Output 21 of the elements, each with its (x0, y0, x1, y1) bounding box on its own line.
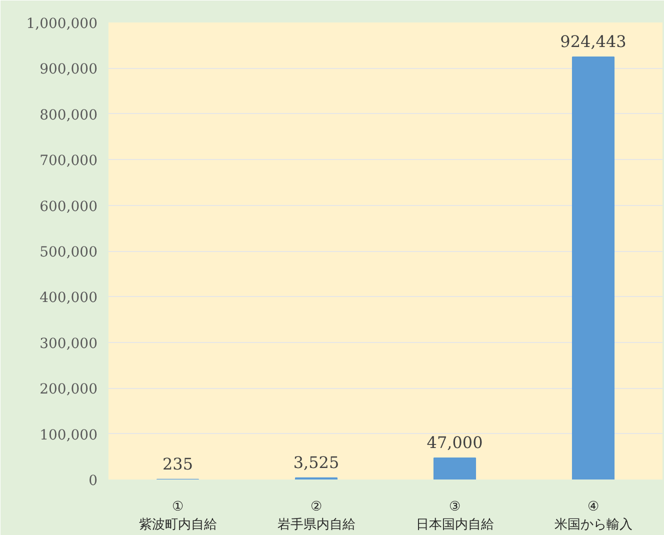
y-tick-label: 500,000 (40, 244, 98, 260)
bar (433, 458, 476, 480)
data-label: 47,000 (426, 433, 483, 452)
y-tick-label: 100,000 (40, 427, 98, 444)
y-tick-label: 400,000 (40, 290, 98, 306)
y-tick-label: 600,000 (40, 198, 98, 215)
y-tick-label: 300,000 (40, 336, 98, 352)
data-label: 235 (162, 454, 194, 474)
data-label: 924,443 (560, 32, 626, 52)
y-tick-label: 800,000 (40, 107, 98, 124)
x-tick-label: ③ 日本国内自給 (416, 500, 494, 532)
y-tick-label: 200,000 (40, 382, 98, 398)
x-tick-label: ② 岩手県内自給 (277, 500, 356, 532)
y-tick-label: 1,000,000 (26, 16, 98, 32)
x-tick-label: ④ 米国から輸入 (554, 500, 632, 532)
y-tick-label: 900,000 (40, 62, 98, 78)
bar (572, 56, 615, 480)
x-tick-label: ① 紫波町内自給 (138, 500, 217, 532)
data-label: 3,525 (293, 452, 340, 472)
y-tick-label: 700,000 (40, 153, 98, 170)
y-tick-label: 0 (88, 473, 98, 489)
